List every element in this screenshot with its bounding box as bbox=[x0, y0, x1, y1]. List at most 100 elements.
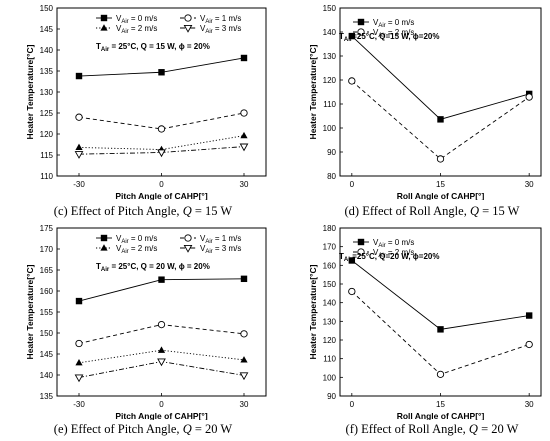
y-tick-label: 110 bbox=[323, 355, 336, 364]
chart-c-pitch-15w: 110 115 120 125 130 135 140 145 150 -30 0 30 Pitch A… bbox=[25, 4, 267, 200]
series-line-1 bbox=[351, 80, 530, 160]
data-point-s3-1 bbox=[157, 149, 166, 158]
x-tick-label: 0 bbox=[159, 400, 164, 409]
caption-e-suffix: = 20 W bbox=[191, 422, 233, 436]
y-tick-label: 90 bbox=[327, 148, 336, 157]
y-tick-label: 90 bbox=[327, 392, 336, 401]
y-tick-label: 100 bbox=[323, 373, 337, 382]
series-line-1 bbox=[351, 291, 530, 375]
caption-e-prefix: (e) Effect of Pitch Angle, bbox=[53, 422, 183, 436]
chart-f-roll-20w: 90 100 110 120 130 140 150 160 170 180 0 15 30 Roll A… bbox=[308, 224, 542, 420]
caption-c-prefix: (c) Effect of Pitch Angle, bbox=[53, 204, 183, 218]
data-point-s1-0 bbox=[75, 339, 83, 348]
data-point-s2-0 bbox=[75, 143, 83, 151]
legend-label-2: VAir = 2 m/s bbox=[116, 244, 157, 255]
x-axis-title: Roll Angle of CAHP[°] bbox=[397, 411, 485, 420]
data-point-s1-1 bbox=[436, 155, 445, 163]
y-tick-label: 140 bbox=[40, 371, 54, 380]
y-tick-label: 125 bbox=[40, 109, 54, 118]
x-tick-label: 30 bbox=[240, 400, 249, 409]
y-tick-label: 140 bbox=[40, 46, 54, 55]
caption-c-suffix: = 15 W bbox=[191, 204, 233, 218]
y-tick-label: 160 bbox=[40, 287, 54, 296]
x-tick-label: 0 bbox=[159, 180, 164, 189]
caption-f: (f) Effect of Roll Angle, Q = 20 W bbox=[337, 422, 527, 437]
x-tick-label: 30 bbox=[525, 400, 534, 409]
legend-label-1: VAir = 1 m/s bbox=[200, 14, 241, 25]
legend-label-0: VAir = 0 m/s bbox=[373, 18, 414, 29]
x-tick-label: 15 bbox=[436, 180, 445, 189]
y-axis-title: Heater Temperature[°C] bbox=[25, 264, 35, 359]
y-tick-label: 120 bbox=[323, 336, 337, 345]
data-point-s0-2 bbox=[240, 275, 248, 283]
x-tick-label: 30 bbox=[525, 180, 534, 189]
y-tick-label: 130 bbox=[323, 52, 337, 61]
legend-marker-1 bbox=[357, 28, 365, 36]
caption-d: (d) Effect of Roll Angle, Q = 15 W bbox=[337, 204, 527, 219]
data-point-s0-2 bbox=[240, 54, 248, 62]
y-tick-label: 155 bbox=[40, 308, 54, 317]
legend-marker-2 bbox=[100, 24, 108, 31]
y-tick-label: 150 bbox=[40, 4, 54, 13]
data-point-s2-2 bbox=[240, 131, 248, 139]
series-line-0 bbox=[351, 260, 530, 330]
data-point-s0-1 bbox=[158, 276, 165, 283]
y-tick-label: 175 bbox=[40, 224, 54, 233]
caption-f-suffix: = 20 W bbox=[477, 422, 519, 436]
data-point-s2-1 bbox=[157, 346, 166, 353]
y-axis-title: Heater Temperature[°C] bbox=[25, 44, 35, 139]
y-tick-label: 115 bbox=[40, 151, 53, 160]
legend-marker-0 bbox=[357, 18, 365, 26]
caption-e: (e) Effect of Pitch Angle, Q = 20 W bbox=[48, 422, 238, 437]
legend-marker-2 bbox=[100, 244, 108, 251]
condition-annotation: TAir=25°C, Q=15 W, ϕ=20% bbox=[339, 32, 439, 43]
data-point-s0-1 bbox=[437, 116, 444, 123]
caption-d-prefix: (d) Effect of Roll Angle, bbox=[344, 204, 470, 218]
y-tick-label: 145 bbox=[40, 350, 54, 359]
y-tick-label: 160 bbox=[323, 261, 337, 270]
legend-marker-1 bbox=[357, 248, 365, 256]
y-tick-label: 110 bbox=[40, 172, 53, 181]
y-tick-label: 140 bbox=[323, 28, 337, 37]
y-tick-label: 150 bbox=[323, 4, 337, 13]
data-point-s3-2 bbox=[239, 143, 249, 152]
legend-label-1: VAir = 2 m/s bbox=[373, 28, 414, 39]
legend-label-1: VAir = 2 m/s bbox=[373, 248, 414, 259]
caption-d-suffix: = 15 W bbox=[478, 204, 520, 218]
legend-label-3: VAir = 3 m/s bbox=[200, 24, 241, 35]
legend-marker-3 bbox=[183, 24, 193, 33]
condition-annotation: TAir = 25°C, Q = 15 W, ϕ = 20% bbox=[96, 42, 210, 53]
y-tick-label: 150 bbox=[40, 329, 54, 338]
chart-e-pitch-20w: 135 140 145 150 155 160 165 170 175 -30 0 30 Pitch A… bbox=[25, 224, 267, 420]
y-tick-label: 170 bbox=[323, 243, 337, 252]
y-tick-label: 130 bbox=[323, 317, 337, 326]
y-tick-label: 135 bbox=[40, 392, 54, 401]
plot-frame bbox=[56, 227, 267, 397]
legend-label-0: VAir = 0 m/s bbox=[116, 14, 157, 25]
data-point-s3-0 bbox=[74, 151, 84, 159]
data-point-s1-0 bbox=[348, 77, 356, 85]
data-point-s0-2 bbox=[525, 312, 533, 319]
x-tick-label: 0 bbox=[350, 400, 355, 409]
data-point-s3-2 bbox=[239, 372, 249, 381]
x-tick-label: 0 bbox=[350, 180, 355, 189]
legend-marker-0 bbox=[357, 238, 365, 246]
data-point-s1-1 bbox=[157, 320, 166, 329]
condition-annotation: TAir = 25°C, Q = 20 W, ϕ = 20% bbox=[96, 262, 210, 273]
data-point-s1-0 bbox=[348, 287, 356, 296]
legend-label-3: VAir = 3 m/s bbox=[200, 244, 241, 255]
y-tick-label: 180 bbox=[323, 224, 337, 233]
caption-f-prefix: (f) Effect of Roll Angle, bbox=[345, 422, 469, 436]
legend-label-2: VAir = 2 m/s bbox=[116, 24, 157, 35]
y-axis-title: Heater Temperature[°C] bbox=[308, 44, 318, 139]
legend-marker-0 bbox=[100, 14, 108, 22]
legend-marker-1 bbox=[184, 234, 192, 242]
y-tick-label: 135 bbox=[40, 67, 54, 76]
x-tick-label: -30 bbox=[73, 180, 85, 189]
data-point-s0-1 bbox=[437, 326, 444, 333]
y-tick-label: 100 bbox=[323, 124, 337, 133]
data-point-s1-2 bbox=[240, 109, 248, 117]
x-tick-label: 15 bbox=[436, 400, 445, 409]
legend-label-0: VAir = 0 m/s bbox=[373, 238, 414, 249]
